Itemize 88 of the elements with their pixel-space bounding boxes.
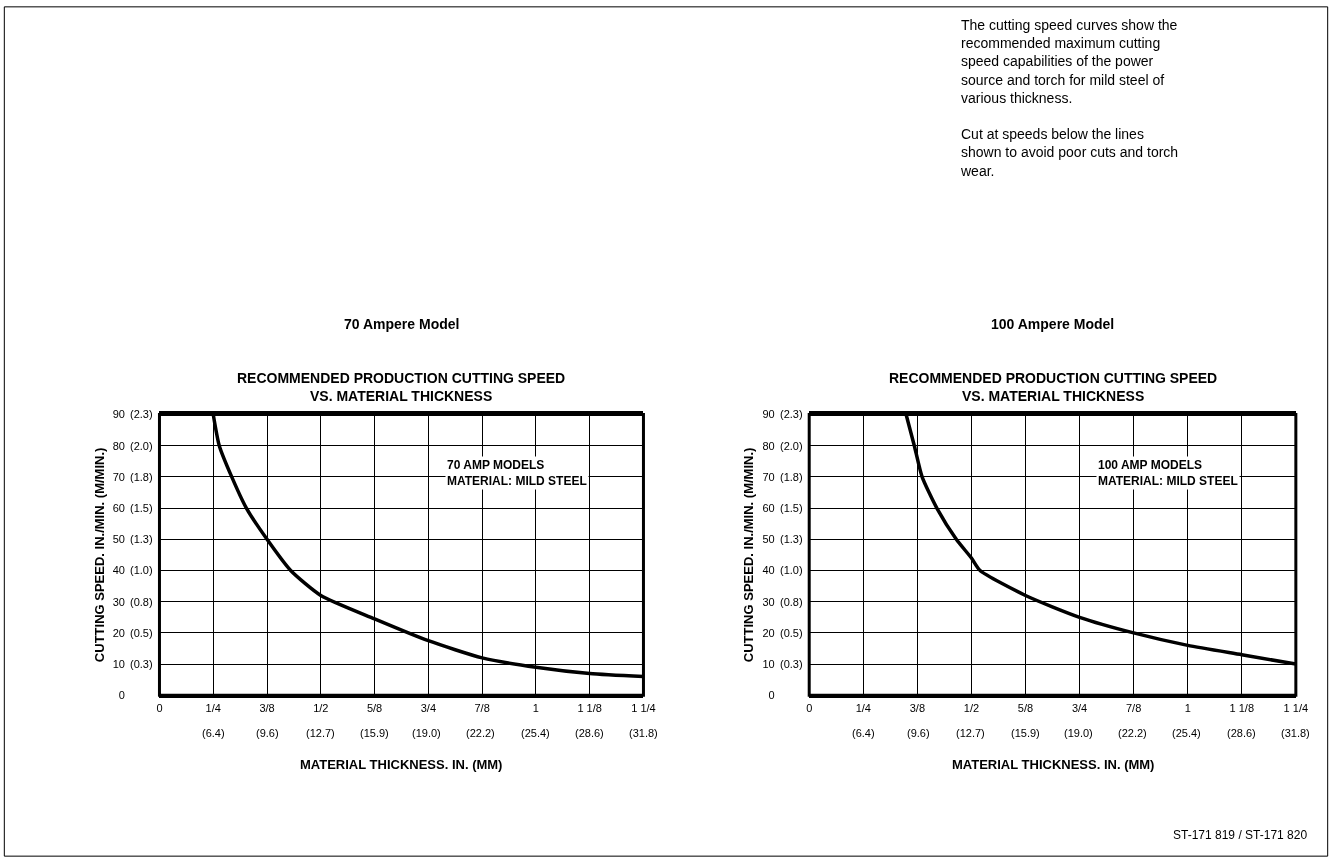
x-tick-label: 3/4	[420, 701, 436, 714]
x-tick-label: 1/2	[313, 701, 329, 714]
x2-tick-label: (22.2)	[1118, 727, 1147, 739]
y-tick-label: 20	[762, 626, 775, 639]
y2-tick-label: (2.3)	[780, 408, 803, 420]
x-tick-label: 5/8	[366, 701, 383, 714]
y2-tick-label: (0.3)	[780, 658, 803, 670]
x2-tick-label: (28.6)	[575, 727, 604, 739]
x-tick-label: 0	[156, 701, 163, 714]
y-tick-label: 60	[112, 501, 125, 514]
x-tick-label: 3/8	[259, 701, 275, 714]
y-tick-label: 40	[112, 564, 125, 577]
x-tick-label: 1 1/8	[1229, 701, 1255, 714]
y2-tick-label: (1.0)	[780, 564, 803, 576]
y-tick-label: 0	[118, 689, 125, 702]
x-tick-label: 1	[532, 701, 539, 714]
y-tick-label: 40	[762, 564, 775, 577]
y2-tick-label: (1.3)	[130, 533, 153, 545]
x-tick-label: 1 1/4	[631, 701, 656, 714]
y2-tick-label: (2.0)	[780, 440, 803, 452]
y2-tick-label: (0.5)	[130, 627, 153, 639]
y-tick-label: 80	[112, 439, 125, 452]
x-tick-label: 1/4	[205, 701, 221, 714]
x-axis-title: MATERIAL THICKNESS. IN. (MM)	[952, 757, 1155, 772]
y-tick-label: 30	[112, 595, 125, 608]
x2-tick-label: (12.7)	[306, 727, 335, 739]
x2-tick-label: (22.2)	[466, 727, 495, 739]
text: ST-171 819 / ST-171 820	[1173, 828, 1308, 842]
x2-tick-label: (6.4)	[202, 727, 225, 739]
text: The cutting speed curves show the recommended maximum cutting speed capabilities of the power source and torch for mild steel of various thickness. Cut at speeds below the lines shown to avoid poor cuts and torch wear.	[961, 17, 1179, 179]
y-axis-title: CUTTING SPEED. IN./MIN. (M/MIN.)	[741, 447, 757, 663]
x-tick-label: 7/8	[474, 701, 490, 714]
y-tick-label: 50	[112, 533, 125, 546]
x2-tick-label: (25.4)	[1172, 727, 1201, 739]
x-tick-label: 5/8	[1017, 701, 1034, 714]
y-tick-label: 10	[112, 657, 125, 670]
y-tick-label: 80	[762, 439, 775, 452]
y-axis-title: CUTTING SPEED. IN./MIN. (M/MIN.)	[91, 447, 107, 663]
x2-tick-label: (6.4)	[852, 727, 875, 739]
x2-tick-label: (12.7)	[956, 727, 985, 739]
chart-subtitle: RECOMMENDED PRODUCTION CUTTING SPEED VS. MATERIAL THICKNESS	[889, 370, 1218, 405]
y2-tick-label: (1.8)	[130, 471, 153, 483]
y2-tick-label: (0.5)	[780, 627, 803, 639]
y-tick-label: 90	[112, 408, 125, 421]
x2-tick-label: (25.4)	[521, 727, 550, 739]
x-tick-label: 1/2	[963, 701, 980, 714]
annotation: 70 AMP MODELS MATERIAL: MILD STEEL	[447, 458, 587, 488]
chart-title: 70 Ampere Model	[344, 316, 460, 332]
y2-tick-label: (2.0)	[130, 440, 153, 452]
y2-tick-label: (1.5)	[780, 502, 803, 514]
x-tick-label: 1/4	[855, 701, 871, 714]
x-tick-label: 3/4	[1071, 701, 1088, 714]
x2-tick-label: (15.9)	[360, 727, 389, 739]
y-tick-label: 70	[112, 470, 125, 483]
x2-tick-label: (9.6)	[256, 727, 279, 739]
y2-tick-label: (1.5)	[130, 502, 153, 514]
chart-title: 100 Ampere Model	[991, 316, 1115, 332]
chart-subtitle: RECOMMENDED PRODUCTION CUTTING SPEED VS. MATERIAL THICKNESS	[237, 370, 566, 405]
y-tick-label: 60	[762, 501, 775, 514]
x-tick-label: 7/8	[1125, 701, 1142, 714]
x-axis-title: MATERIAL THICKNESS. IN. (MM)	[300, 757, 503, 772]
y-tick-label: 90	[762, 408, 775, 421]
y2-tick-label: (2.3)	[130, 408, 153, 420]
x-tick-label: 3/8	[909, 701, 925, 714]
x2-tick-label: (19.0)	[1064, 727, 1093, 739]
x2-tick-label: (28.6)	[1227, 727, 1256, 739]
x2-tick-label: (9.6)	[907, 727, 930, 739]
y2-tick-label: (1.8)	[780, 471, 803, 483]
y-tick-label: 0	[768, 689, 775, 702]
y-tick-label: 30	[762, 595, 775, 608]
y2-tick-label: (0.8)	[130, 596, 153, 608]
y2-tick-label: (1.0)	[130, 564, 153, 576]
y-tick-label: 50	[762, 533, 775, 546]
x2-tick-label: (31.8)	[629, 727, 658, 739]
x2-tick-label: (15.9)	[1011, 727, 1040, 739]
x-tick-label: 1 1/4	[1283, 701, 1309, 714]
y-tick-label: 70	[762, 470, 775, 483]
y2-tick-label: (1.3)	[780, 533, 803, 545]
x-tick-label: 1 1/8	[577, 701, 602, 714]
y-tick-label: 20	[112, 626, 125, 639]
y2-tick-label: (0.8)	[780, 596, 803, 608]
x-tick-label: 1	[1184, 701, 1191, 714]
annotation: 100 AMP MODELS MATERIAL: MILD STEEL	[1098, 458, 1238, 488]
y-tick-label: 10	[762, 657, 775, 670]
x2-tick-label: (31.8)	[1281, 727, 1310, 739]
x2-tick-label: (19.0)	[412, 727, 441, 739]
x-tick-label: 0	[806, 701, 813, 714]
y2-tick-label: (0.3)	[130, 658, 153, 670]
